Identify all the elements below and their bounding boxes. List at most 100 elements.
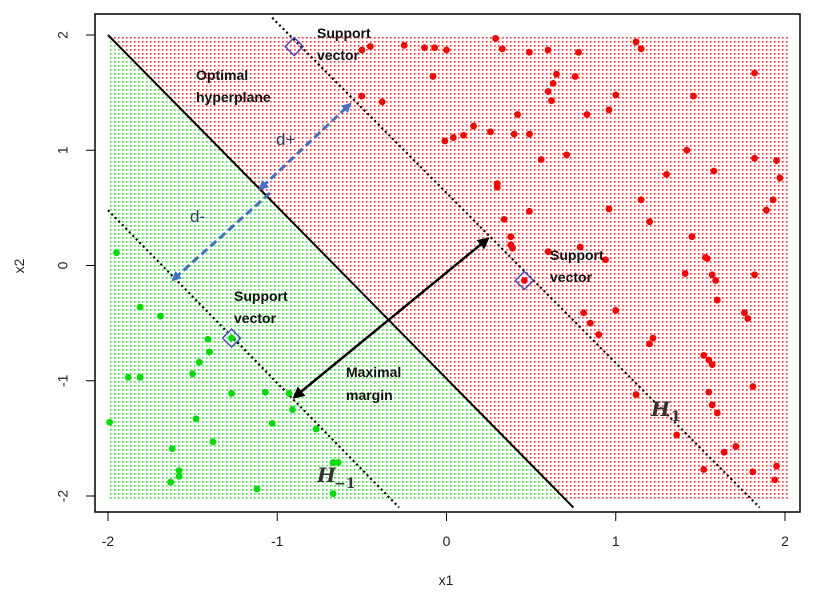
y-tick-label: -2 [55,490,71,503]
support-vector-right-label-1: Support [550,247,604,263]
red-data-point [509,244,516,252]
red-data-point [537,156,545,163]
red-data-point [637,45,645,53]
red-data-point [749,383,757,390]
red-data-point [712,277,720,284]
green-data-point [206,348,213,356]
red-data-point [510,130,518,138]
decision-region-grid [110,37,788,499]
red-data-point [681,270,689,277]
support-vector-markers [221,36,535,349]
green-data-point [204,335,212,343]
red-data-point [366,43,374,50]
red-data-point [575,48,582,56]
red-data-point [720,448,728,456]
h-minus-1-label: H [316,463,337,487]
red-data-point [637,196,645,204]
red-data-point [358,46,366,54]
red-data-point [751,69,758,77]
y-tick-label: 1 [55,146,71,154]
red-data-point [548,97,555,105]
red-data-point [751,271,758,279]
green-data-point [253,485,261,493]
red-data-point [710,167,718,175]
green-data-point [195,358,203,366]
red-data-point [507,233,515,241]
red-data-point [429,73,437,80]
x-tick-label: 1 [612,533,620,549]
green-data-point [106,418,114,426]
red-data-point [708,271,716,279]
x-tick-label: -2 [102,533,115,549]
y-tick-label: -1 [55,374,71,387]
data-points [106,35,784,498]
red-data-point [571,73,579,80]
x-tick-label: 0 [443,533,451,549]
green-data-point [175,473,183,480]
green-data-point [192,415,200,423]
red-data-point [762,206,770,214]
red-data-point [487,128,494,136]
red-data-point [514,111,521,118]
red-data-point [520,277,528,284]
red-data-point [595,331,603,339]
support-vector-top-label-2: vector [317,47,360,63]
H-1-line [107,209,400,509]
red-data-point [563,151,571,159]
y-tick-label: 2 [55,31,71,39]
support-vector-marker [284,36,305,57]
red-data-point [443,46,450,54]
red-data-point [553,70,560,78]
green-data-point [175,467,183,475]
green-data-point [289,406,296,413]
green-data-point [124,373,132,381]
annotations: Optimal hyperplane Support vector Suppor… [190,25,681,492]
maximal-margin-label-1: Maximal [346,364,401,380]
margin-arrows [171,102,490,399]
red-data-point [646,340,653,348]
green-data-point [228,334,235,342]
red-data-point [580,309,587,317]
red-data-point [732,443,740,450]
red-data-point [526,48,533,56]
red-data-point [605,106,613,114]
red-data-point [663,171,670,178]
red-data-point [449,134,457,141]
positive-region-dots [110,37,788,499]
optimal-hyperplane-label-1: Optimal [196,67,248,83]
red-data-point [400,41,408,49]
red-data-point [576,243,584,251]
support-vector-top-label-1: Support [317,25,371,41]
red-data-point [776,174,784,182]
red-data-point [673,431,681,439]
red-data-point [700,466,708,473]
red-data-point [713,296,721,304]
red-data-point [544,88,552,95]
x-tick-label: -1 [271,533,284,549]
green-data-point [168,445,176,453]
red-data-point [773,462,780,470]
y-tick-label: 0 [55,261,71,269]
red-data-point [583,111,591,118]
green-data-point [329,490,337,498]
green-data-point [113,249,120,257]
green-data-point [167,478,175,486]
red-data-point [769,196,777,204]
h1-label: H [650,397,671,421]
maximal-margin-arrow [292,237,490,399]
red-data-point [602,256,609,264]
green-data-point [268,419,276,427]
red-data-point [751,154,758,162]
red-data-point [683,146,691,154]
d-plus-arrow [258,102,352,191]
h-minus-1-subscript: −1 [334,476,355,492]
red-data-point [500,216,508,223]
red-data-point [526,207,533,215]
red-data-point [526,130,533,138]
support-vector-right-label-2: vector [550,269,593,285]
red-data-point [441,137,449,145]
support-vector-marker [221,328,242,349]
green-data-point [334,459,342,466]
support-vector-left-label-2: vector [234,310,277,326]
